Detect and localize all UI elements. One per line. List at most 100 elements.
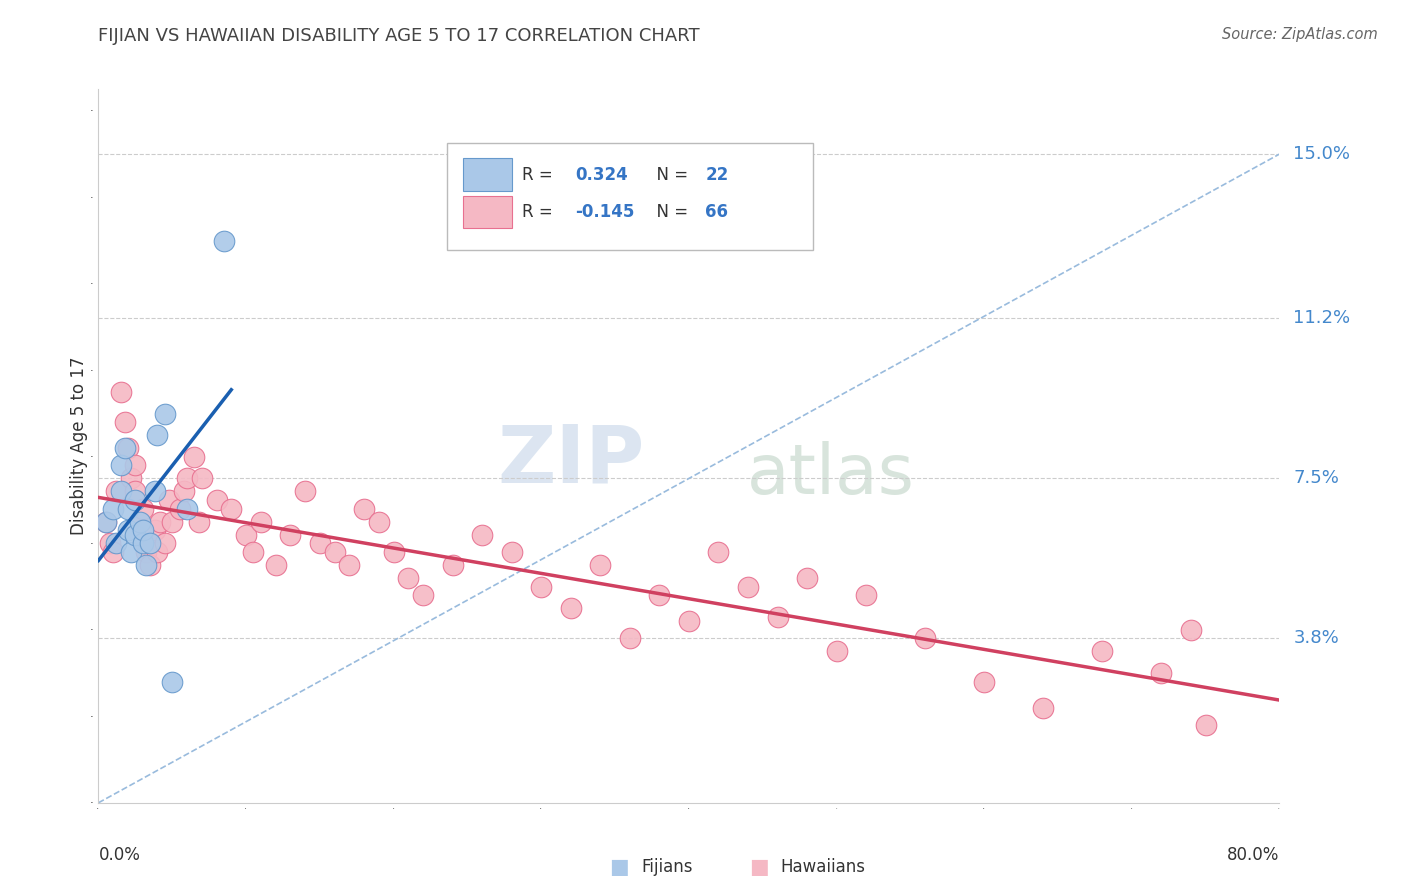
Text: N =: N = bbox=[647, 203, 693, 221]
Point bbox=[94, 515, 117, 529]
Point bbox=[501, 545, 523, 559]
Point bbox=[132, 536, 155, 550]
Point bbox=[173, 484, 195, 499]
Point bbox=[368, 515, 391, 529]
Text: FIJIAN VS HAWAIIAN DISABILITY AGE 5 TO 17 CORRELATION CHART: FIJIAN VS HAWAIIAN DISABILITY AGE 5 TO 1… bbox=[98, 27, 700, 45]
Point bbox=[337, 558, 360, 572]
Text: Source: ZipAtlas.com: Source: ZipAtlas.com bbox=[1222, 27, 1378, 42]
FancyBboxPatch shape bbox=[464, 159, 512, 191]
Point bbox=[212, 234, 235, 248]
Point bbox=[120, 545, 142, 559]
Point bbox=[1180, 623, 1202, 637]
Point bbox=[678, 614, 700, 628]
Text: 66: 66 bbox=[706, 203, 728, 221]
Point bbox=[110, 484, 132, 499]
Point bbox=[619, 632, 641, 646]
Point bbox=[250, 515, 273, 529]
Point bbox=[766, 610, 789, 624]
Point bbox=[1195, 718, 1218, 732]
Text: atlas: atlas bbox=[747, 441, 914, 508]
Point bbox=[205, 493, 228, 508]
Point bbox=[162, 674, 183, 689]
Point bbox=[264, 558, 287, 572]
Point bbox=[235, 527, 257, 541]
Point bbox=[139, 558, 162, 572]
Point bbox=[589, 558, 612, 572]
Point bbox=[110, 458, 132, 473]
Point bbox=[412, 588, 434, 602]
Point bbox=[707, 545, 730, 559]
Point bbox=[560, 601, 582, 615]
Point bbox=[176, 471, 198, 485]
Point bbox=[471, 527, 494, 541]
Text: R =: R = bbox=[523, 203, 558, 221]
Point bbox=[530, 580, 553, 594]
Point bbox=[973, 674, 995, 689]
Point bbox=[153, 536, 176, 550]
Point bbox=[396, 571, 419, 585]
Point bbox=[117, 441, 139, 455]
Point bbox=[143, 484, 166, 499]
Point bbox=[1032, 700, 1054, 714]
Point bbox=[124, 527, 146, 541]
Point bbox=[187, 515, 209, 529]
Point bbox=[98, 536, 121, 550]
Point bbox=[120, 471, 142, 485]
Point bbox=[146, 428, 169, 442]
Text: 80.0%: 80.0% bbox=[1227, 846, 1279, 863]
Text: 3.8%: 3.8% bbox=[1294, 630, 1339, 648]
Point bbox=[309, 536, 332, 550]
Point bbox=[139, 536, 162, 550]
Point bbox=[1150, 666, 1173, 681]
Point bbox=[441, 558, 464, 572]
Text: Fijians: Fijians bbox=[641, 858, 693, 876]
Point bbox=[114, 441, 136, 455]
Point bbox=[117, 501, 139, 516]
FancyBboxPatch shape bbox=[447, 143, 813, 250]
Point bbox=[176, 501, 198, 516]
Point bbox=[124, 458, 146, 473]
Point bbox=[128, 515, 150, 529]
Point bbox=[103, 501, 125, 516]
Point bbox=[648, 588, 671, 602]
Point bbox=[855, 588, 877, 602]
Y-axis label: Disability Age 5 to 17: Disability Age 5 to 17 bbox=[70, 357, 89, 535]
Point bbox=[914, 632, 936, 646]
Point bbox=[169, 501, 191, 516]
Text: 7.5%: 7.5% bbox=[1294, 469, 1340, 487]
Point bbox=[149, 515, 172, 529]
Text: 0.324: 0.324 bbox=[575, 166, 628, 184]
Point bbox=[242, 545, 264, 559]
Text: 15.0%: 15.0% bbox=[1294, 145, 1350, 163]
Text: 11.2%: 11.2% bbox=[1294, 310, 1351, 327]
Point bbox=[139, 536, 162, 550]
Point bbox=[353, 501, 375, 516]
Point bbox=[132, 524, 155, 538]
Text: ■: ■ bbox=[749, 857, 769, 877]
FancyBboxPatch shape bbox=[464, 195, 512, 228]
Point bbox=[114, 415, 136, 429]
Text: 0.0%: 0.0% bbox=[98, 846, 141, 863]
Point bbox=[796, 571, 818, 585]
Point bbox=[94, 515, 117, 529]
Point bbox=[105, 484, 128, 499]
Point bbox=[128, 515, 150, 529]
Point bbox=[825, 644, 848, 658]
Point bbox=[162, 515, 183, 529]
Point bbox=[135, 545, 157, 559]
Point bbox=[124, 493, 146, 508]
Point bbox=[382, 545, 405, 559]
Point bbox=[132, 501, 155, 516]
Point bbox=[323, 545, 346, 559]
Text: Hawaiians: Hawaiians bbox=[780, 858, 865, 876]
Point bbox=[1091, 644, 1114, 658]
Text: N =: N = bbox=[647, 166, 693, 184]
Point bbox=[294, 484, 316, 499]
Text: R =: R = bbox=[523, 166, 558, 184]
Text: ZIP: ZIP bbox=[498, 421, 644, 500]
Point bbox=[183, 450, 205, 464]
Point bbox=[146, 545, 169, 559]
Point bbox=[132, 524, 155, 538]
Point bbox=[153, 407, 176, 421]
Point bbox=[219, 501, 242, 516]
